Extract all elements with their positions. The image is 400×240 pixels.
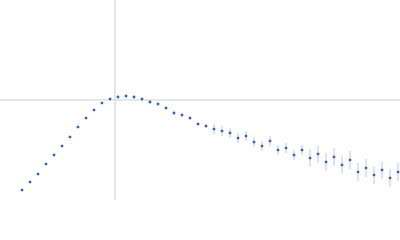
data-point [52,153,56,157]
data-point [388,176,392,180]
data-point [356,170,360,174]
data-point [228,131,232,135]
data-point [276,148,280,152]
data-point [28,180,32,184]
data-point [76,125,80,129]
data-point [172,111,176,115]
data-point [236,136,240,140]
data-point [180,113,184,117]
data-point [140,97,144,101]
page: {"chart_data": {"type": "scatter", "colo… [0,0,400,200]
data-point [308,156,312,160]
data-point [268,139,272,143]
data-point [196,122,200,126]
data-point [252,140,256,144]
data-point [244,134,248,138]
data-point [116,95,120,99]
data-point [20,188,24,192]
data-point [220,129,224,133]
data-point [332,155,336,159]
data-point [372,173,376,177]
data-point [380,168,384,172]
data-point [124,94,128,98]
data-point [100,101,104,105]
data-point [44,162,48,166]
data-point [132,95,136,99]
data-point [364,166,368,170]
data-point [84,116,88,120]
data-point [92,108,96,112]
data-point [108,97,112,101]
data-point [68,135,72,139]
data-point [396,170,400,174]
data-point [284,146,288,150]
data-point [156,102,160,106]
data-point [164,106,168,110]
data-point [36,172,40,176]
data-point [148,100,152,104]
data-point [188,116,192,120]
chart [0,0,400,200]
data-point [300,148,304,152]
data-point [60,144,64,148]
data-point [212,127,216,131]
data-point [292,153,296,157]
data-point [260,144,264,148]
data-point [348,158,352,162]
data-point [324,160,328,164]
data-point [340,163,344,167]
data-point [204,124,208,128]
data-point [316,152,320,156]
